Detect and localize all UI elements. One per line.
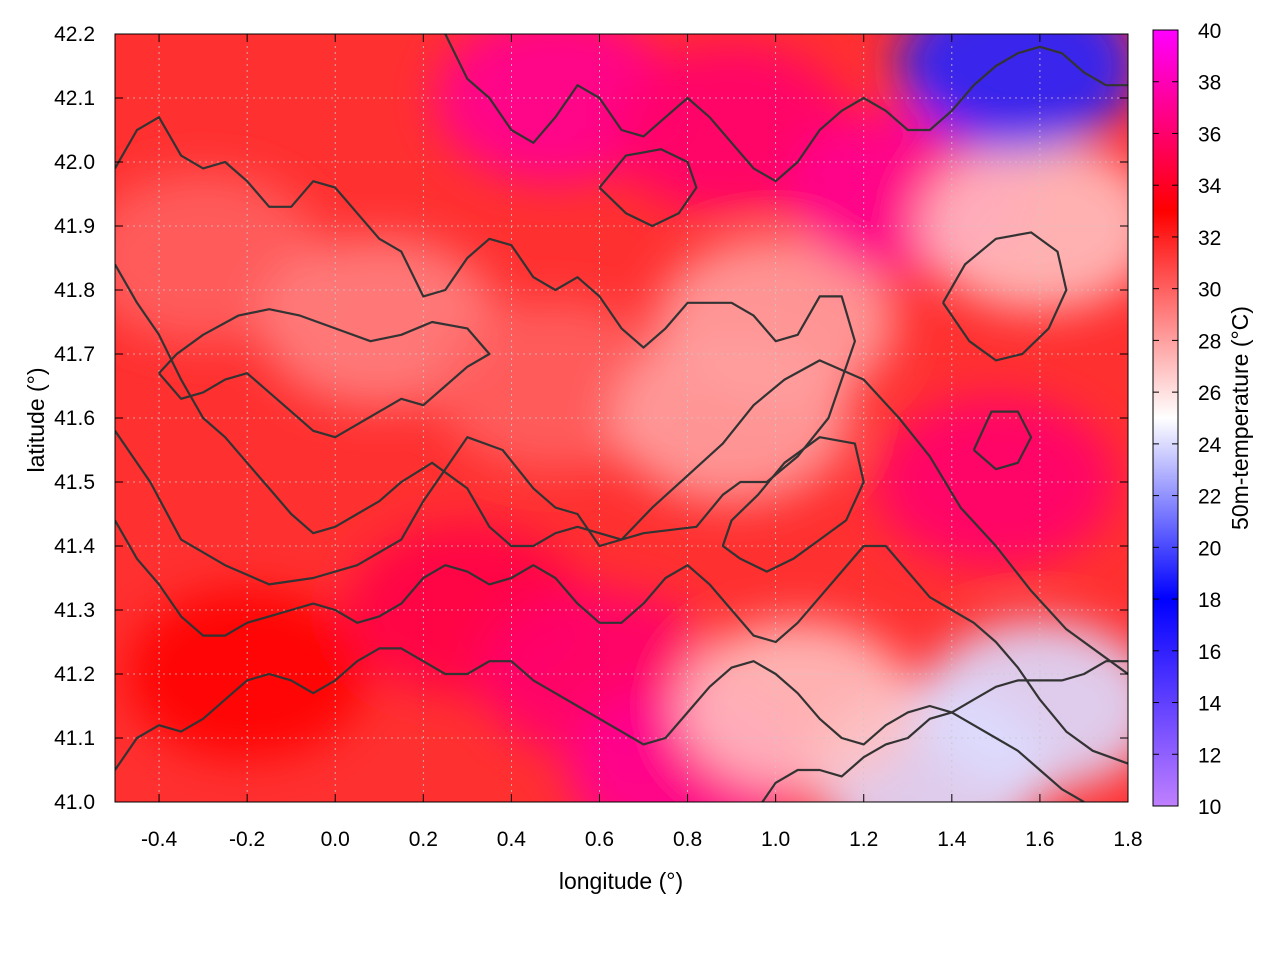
colorbar-tick-label: 32 [1198, 227, 1221, 250]
x-tick-label: -0.4 [141, 828, 178, 851]
colorbar-ticks: 10 12 14 16 18 20 22 24 26 28 30 32 34 36 38 40 [1153, 20, 1222, 819]
y-tick-label: 41.1 [54, 727, 95, 750]
contour-line [444, 34, 1128, 183]
x-tick-label: 1.8 [1113, 828, 1142, 851]
x-tick-label: 0.6 [585, 828, 614, 851]
y-tick-label: 41.2 [54, 663, 95, 686]
temperature-region [259, 237, 500, 407]
y-axis-title: latitude (°) [23, 367, 49, 472]
y-tick-label: 41.4 [54, 535, 95, 558]
x-tick-label: 1.2 [849, 828, 878, 851]
colorbar-tick-label: 34 [1198, 175, 1222, 198]
colorbar [1152, 29, 1179, 807]
x-tick-label: 0.8 [673, 828, 702, 851]
contour-lines [115, 34, 1128, 802]
colorbar-tick-label: 14 [1198, 693, 1222, 716]
x-tick-label: 0.0 [321, 828, 350, 851]
y-tick-label: 41.9 [54, 215, 95, 238]
colorbar-tick-label: 38 [1198, 72, 1221, 95]
x-tick-label: 1.6 [1025, 828, 1054, 851]
temperature-region [875, 397, 1116, 567]
contour-line [721, 436, 865, 573]
y-tick-label: 42.1 [54, 87, 95, 110]
y-tick-label: 41.5 [54, 471, 95, 494]
x-axis-ticks: -0.4 -0.2 0.0 0.2 0.4 0.6 0.8 1.0 1.2 1.4 1.6 1.8 [141, 34, 1143, 851]
colorbar-tick-label: 20 [1198, 537, 1221, 560]
y-tick-label: 41.6 [54, 407, 95, 430]
y-tick-label: 41.0 [54, 791, 95, 814]
y-tick-label: 41.8 [54, 279, 95, 302]
colorbar-tick-label: 30 [1198, 279, 1221, 302]
y-axis-ticks: 41.0 41.1 41.2 41.3 41.4 41.5 41.6 41.7 41.8 41.9… [54, 23, 1128, 814]
x-tick-label: -0.2 [229, 828, 265, 851]
colorbar-tick-label: 22 [1198, 486, 1221, 509]
colorbar-tick-label: 18 [1198, 589, 1221, 612]
contour-line [115, 647, 1085, 802]
colorbar-tick-label: 40 [1198, 20, 1221, 43]
y-tick-label: 42.0 [54, 151, 95, 174]
contour-line [942, 231, 1068, 362]
colorbar-tick-label: 16 [1198, 641, 1221, 664]
contour-line [115, 263, 1128, 675]
y-tick-label: 41.3 [54, 599, 95, 622]
colorbar-tick-label: 12 [1198, 744, 1221, 767]
contour-line [972, 410, 1033, 471]
temperature-region [919, 621, 1128, 791]
contour-line [598, 148, 698, 228]
x-tick-label: 0.2 [409, 828, 438, 851]
grid-lines [115, 34, 1128, 802]
temperature-region [919, 141, 1128, 311]
colorbar-tick-label: 26 [1198, 382, 1221, 405]
contour-line [115, 116, 857, 586]
x-tick-label: 1.4 [937, 828, 967, 851]
colorbar-tick-label: 10 [1198, 796, 1221, 819]
y-tick-label: 42.2 [54, 23, 95, 46]
x-axis-title: longitude (°) [559, 868, 683, 894]
y-tick-label: 41.7 [54, 343, 95, 366]
colorbar-tick-label: 24 [1198, 434, 1222, 457]
contour-line [115, 519, 1128, 765]
contour-line [158, 308, 491, 439]
x-tick-label: 1.0 [761, 828, 790, 851]
temperature-region [611, 45, 852, 215]
temperature-region [897, 34, 1128, 151]
plot-area [115, 34, 1128, 802]
contour-line [761, 660, 1128, 802]
colorbar-tick-label: 36 [1198, 123, 1221, 146]
x-tick-label: 0.4 [497, 828, 527, 851]
temperature-region [677, 621, 918, 791]
colorbar-title: 50m-temperature (°C) [1227, 306, 1253, 530]
colorbar-tick-label: 28 [1198, 330, 1221, 353]
